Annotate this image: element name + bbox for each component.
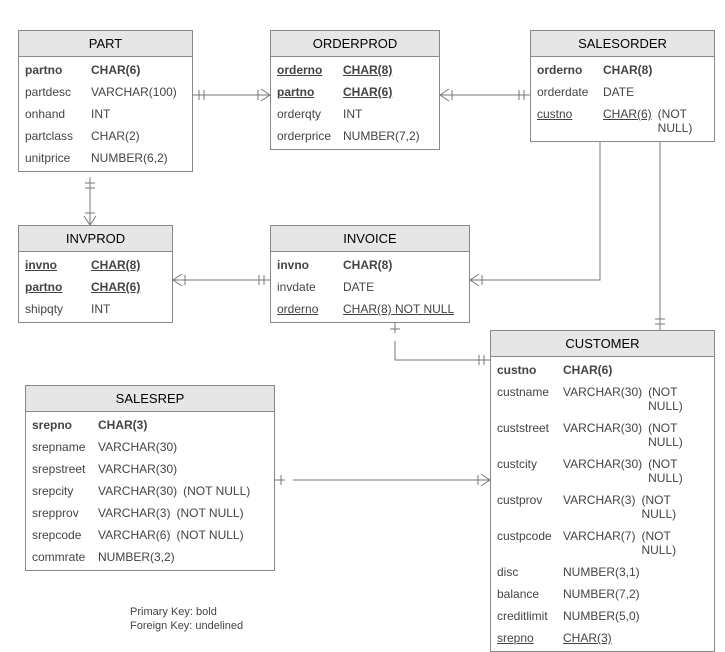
field-row: custstreetVARCHAR(30)(NOT NULL): [491, 417, 714, 453]
field-row: invdateDATE: [271, 276, 469, 298]
field-row: srepprovVARCHAR(3)(NOT NULL): [26, 502, 274, 524]
field-row: partclassCHAR(2): [19, 125, 192, 147]
entity-salesorder: SALESORDERordernoCHAR(8)orderdateDATEcus…: [530, 30, 715, 142]
entity-title: INVOICE: [271, 226, 469, 252]
field-row: partnoCHAR(6): [19, 276, 172, 298]
field-row: custprovVARCHAR(3)(NOT NULL): [491, 489, 714, 525]
field-row: custnoCHAR(6)(NOT NULL): [531, 103, 714, 139]
entity-title: PART: [19, 31, 192, 57]
entity-customer: CUSTOMERcustnoCHAR(6)custnameVARCHAR(30)…: [490, 330, 715, 652]
field-row: partnoCHAR(6): [19, 59, 192, 81]
field-row: custpcodeVARCHAR(7)(NOT NULL): [491, 525, 714, 561]
field-row: srepnoCHAR(3): [491, 627, 714, 649]
field-row: srepnameVARCHAR(30): [26, 436, 274, 458]
field-row: shipqtyINT: [19, 298, 172, 320]
field-row: balanceNUMBER(7,2): [491, 583, 714, 605]
field-row: creditlimitNUMBER(5,0): [491, 605, 714, 627]
entity-title: SALESORDER: [531, 31, 714, 57]
field-row: orderqtyINT: [271, 103, 439, 125]
entity-invoice: INVOICEinvnoCHAR(8)invdateDATEordernoCHA…: [270, 225, 470, 323]
field-row: srepcodeVARCHAR(6)(NOT NULL): [26, 524, 274, 546]
field-row: srepstreetVARCHAR(30): [26, 458, 274, 480]
field-row: partdescVARCHAR(100): [19, 81, 192, 103]
field-row: onhandINT: [19, 103, 192, 125]
field-row: custcityVARCHAR(30)(NOT NULL): [491, 453, 714, 489]
entity-part: PARTpartnoCHAR(6)partdescVARCHAR(100)onh…: [18, 30, 193, 172]
legend: Primary Key: bold Foreign Key: undelined: [130, 605, 243, 634]
field-row: invnoCHAR(8): [19, 254, 172, 276]
field-row: unitpriceNUMBER(6,2): [19, 147, 192, 169]
field-row: srepnoCHAR(3): [26, 414, 274, 436]
field-row: ordernoCHAR(8): [531, 59, 714, 81]
entity-orderprod: ORDERPRODordernoCHAR(8)partnoCHAR(6)orde…: [270, 30, 440, 150]
entity-title: ORDERPROD: [271, 31, 439, 57]
entity-title: INVPROD: [19, 226, 172, 252]
field-row: orderpriceNUMBER(7,2): [271, 125, 439, 147]
field-row: discNUMBER(3,1): [491, 561, 714, 583]
field-row: ordernoCHAR(8): [271, 59, 439, 81]
field-row: partnoCHAR(6): [271, 81, 439, 103]
field-row: srepcityVARCHAR(30)(NOT NULL): [26, 480, 274, 502]
field-row: orderdateDATE: [531, 81, 714, 103]
field-row: commrateNUMBER(3,2): [26, 546, 274, 568]
entity-title: SALESREP: [26, 386, 274, 412]
legend-pk: Primary Key: bold: [130, 606, 217, 618]
legend-fk: Foreign Key: undelined: [130, 620, 243, 632]
field-row: custnoCHAR(6): [491, 359, 714, 381]
entity-invprod: INVPRODinvnoCHAR(8)partnoCHAR(6)shipqtyI…: [18, 225, 173, 323]
entity-title: CUSTOMER: [491, 331, 714, 357]
field-row: ordernoCHAR(8) NOT NULL: [271, 298, 469, 320]
field-row: custnameVARCHAR(30)(NOT NULL): [491, 381, 714, 417]
field-row: invnoCHAR(8): [271, 254, 469, 276]
entity-salesrep: SALESREPsrepnoCHAR(3)srepnameVARCHAR(30)…: [25, 385, 275, 571]
